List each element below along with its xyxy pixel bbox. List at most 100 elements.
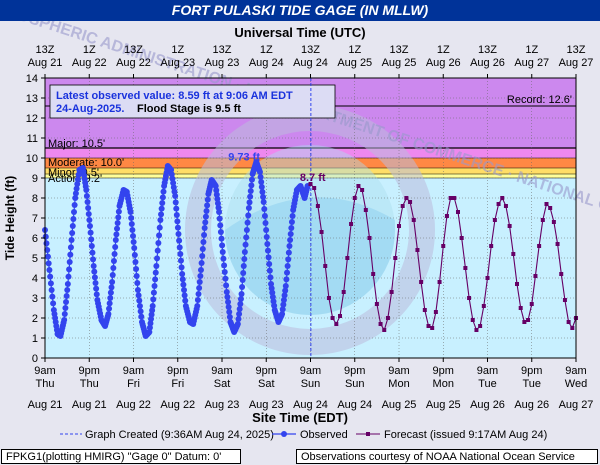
- forecast-point: [326, 296, 331, 300]
- observed-point: [74, 181, 81, 187]
- y-tick-label: 10: [26, 153, 38, 165]
- forecast-point: [360, 188, 365, 192]
- observed-point: [114, 220, 121, 226]
- observed-point: [69, 223, 76, 229]
- forecast-point: [385, 316, 390, 320]
- bottom-tick-time: 9am: [388, 365, 409, 377]
- observed-point: [50, 300, 57, 307]
- observed-point: [285, 256, 292, 263]
- observed-point: [45, 260, 52, 267]
- observed-point: [72, 195, 79, 201]
- top-tick-label: 13Z: [124, 44, 143, 56]
- observed-point: [247, 188, 254, 194]
- observed-point: [138, 313, 145, 320]
- forecast-point: [408, 200, 413, 204]
- observed-point: [75, 171, 82, 178]
- bottom-tick-date: Aug 21: [28, 399, 63, 411]
- forecast-point: [363, 208, 368, 212]
- forecast-point: [371, 272, 376, 276]
- observed-point: [159, 200, 166, 206]
- observed-point: [262, 220, 269, 226]
- observed-point: [289, 213, 296, 219]
- forecast-point: [341, 290, 346, 294]
- observed-point: [133, 273, 140, 279]
- observed-point: [238, 291, 245, 297]
- observed-point: [194, 297, 201, 303]
- observed-point: [135, 292, 142, 299]
- observed-point: [259, 189, 266, 195]
- bottom-tick-date: Aug 23: [249, 399, 284, 411]
- observed-point: [159, 194, 166, 201]
- observed-point: [90, 263, 97, 269]
- observed-point: [106, 305, 113, 312]
- y-tick-label: 4: [32, 273, 38, 285]
- observed-point: [65, 273, 72, 280]
- observed-point: [198, 260, 205, 266]
- observed-point: [222, 275, 229, 282]
- observed-point: [134, 287, 141, 293]
- observed-point: [134, 280, 141, 286]
- bottom-tick-date: Aug 24: [293, 399, 328, 411]
- forecast-point: [433, 310, 438, 314]
- observed-point: [85, 205, 92, 211]
- bottom-tick-date: Aug 25: [426, 399, 461, 411]
- y-tick-label: 2: [32, 313, 38, 325]
- observed-point: [131, 245, 138, 251]
- bottom-tick-date: Aug 23: [205, 399, 240, 411]
- observed-point: [179, 271, 186, 277]
- observed-point: [105, 311, 112, 317]
- top-tick-label: 1Z: [348, 44, 361, 56]
- observed-point: [236, 311, 243, 317]
- observed-point: [71, 209, 78, 215]
- forecast-point: [334, 322, 339, 326]
- y-tick-label: 8: [32, 193, 38, 205]
- forecast-point: [319, 230, 324, 234]
- top-tick-label: 1Z: [260, 44, 273, 56]
- observed-point: [150, 289, 157, 296]
- forecast-point: [397, 224, 401, 228]
- observed-point: [83, 187, 90, 193]
- forecast-point: [330, 316, 335, 320]
- observed-point: [256, 169, 263, 175]
- observed-point: [68, 237, 75, 243]
- observed-point: [201, 225, 208, 231]
- observed-point: [172, 199, 179, 206]
- observed-point: [217, 222, 224, 229]
- observed-point: [199, 246, 206, 252]
- forecast-point: [367, 236, 372, 240]
- y-tick-label: 11: [27, 133, 38, 145]
- observed-point: [136, 303, 143, 309]
- observed-point: [201, 232, 208, 238]
- observed-point: [64, 287, 71, 293]
- chart-title: FORT PULASKI TIDE GAGE (IN MLLW): [0, 0, 600, 21]
- top-tick-label: 13Z: [567, 44, 586, 56]
- observed-point: [241, 256, 248, 262]
- observed-point: [131, 252, 138, 258]
- observed-point: [267, 274, 274, 281]
- forecast-point: [500, 196, 505, 200]
- observed-point: [288, 219, 295, 225]
- observed-point: [197, 273, 204, 279]
- info-flood-stage: Flood Stage is 9.5 ft: [137, 103, 241, 115]
- x-axis-title: Site Time (EDT): [252, 410, 348, 425]
- peak-annotation: 8.7 ft: [300, 172, 326, 184]
- observed-point: [136, 297, 143, 304]
- observed-point: [110, 258, 117, 264]
- forecast-point: [522, 320, 527, 324]
- forecast-point: [533, 274, 538, 278]
- observed-point: [263, 234, 270, 240]
- observed-point: [244, 219, 251, 226]
- forecast-point: [452, 196, 457, 200]
- peak-annotation: 9.73 ft: [228, 151, 260, 163]
- observed-point: [234, 321, 241, 327]
- forecast-point: [515, 282, 519, 286]
- observed-point: [90, 256, 97, 263]
- observed-point: [112, 237, 119, 243]
- bottom-tick-day: Thu: [80, 378, 99, 390]
- forecast-point: [478, 324, 483, 328]
- observed-point: [246, 199, 253, 206]
- observed-point: [178, 264, 185, 271]
- bottom-tick-time: 9am: [300, 365, 321, 377]
- observed-point: [63, 293, 70, 299]
- observed-point: [197, 267, 204, 273]
